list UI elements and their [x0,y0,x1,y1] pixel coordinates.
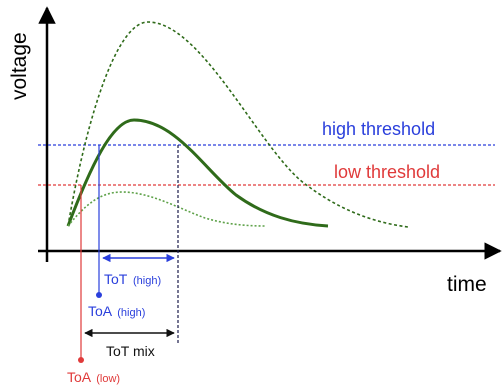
pulse-small-dotted [67,191,266,227]
tot-high-label: ToT (high) [104,271,161,287]
x-axis-label: time [447,273,487,296]
toa-high-label: ToA (high) [88,303,145,319]
pulse-large-dashed [67,21,409,228]
low-threshold-label: low threshold [334,162,440,182]
tot-mix-label: ToT mix [106,343,155,359]
high-threshold-label: high threshold [322,119,435,139]
toa-low-point [78,357,84,363]
toa-high-point [96,292,102,298]
toa-low-label: ToA (low) [67,369,120,385]
pulse-medium-solid [66,118,329,228]
y-axis-label: voltage [8,32,31,100]
